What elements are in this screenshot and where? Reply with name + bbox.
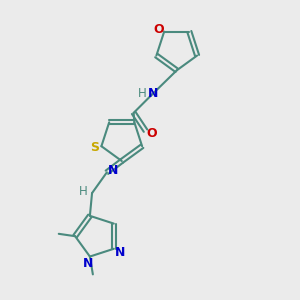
Text: N: N xyxy=(108,164,118,177)
Text: H: H xyxy=(79,185,88,198)
Text: N: N xyxy=(83,256,94,270)
Text: S: S xyxy=(90,141,99,154)
Text: H: H xyxy=(138,87,147,100)
Text: O: O xyxy=(154,23,164,36)
Text: N: N xyxy=(148,87,158,100)
Text: O: O xyxy=(147,127,158,140)
Text: N: N xyxy=(115,246,125,259)
